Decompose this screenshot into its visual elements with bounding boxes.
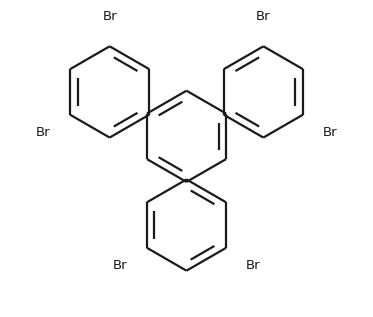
Text: Br: Br: [256, 10, 271, 23]
Text: Br: Br: [35, 126, 50, 139]
Text: Br: Br: [112, 260, 127, 273]
Text: Br: Br: [246, 260, 261, 273]
Text: Br: Br: [102, 10, 117, 23]
Text: Br: Br: [323, 126, 338, 139]
